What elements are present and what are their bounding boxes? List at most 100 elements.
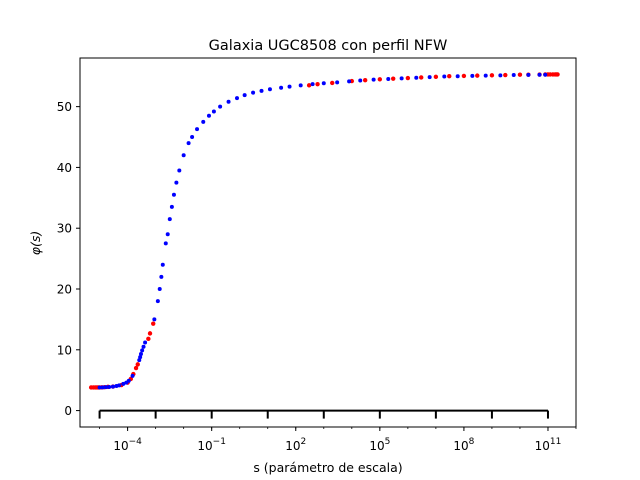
data-point — [455, 74, 460, 79]
data-point — [126, 378, 131, 383]
data-point — [138, 355, 143, 360]
data-point — [211, 109, 216, 114]
y-tick-label: 20 — [57, 283, 72, 297]
data-point — [137, 358, 142, 363]
data-point — [143, 340, 148, 345]
data-point — [157, 287, 162, 292]
data-point — [117, 383, 122, 388]
series-2 — [97, 72, 548, 390]
data-point — [503, 72, 508, 78]
data-point — [163, 241, 168, 246]
data-point — [419, 75, 424, 80]
data-point — [140, 348, 145, 353]
chart-title: Galaxia UGC8508 con perfil NFW — [209, 38, 448, 54]
x-tick-label: 1011 — [535, 437, 562, 453]
data-point — [169, 204, 174, 209]
x-tick-label: 108 — [453, 437, 474, 453]
data-point — [251, 90, 256, 95]
y-tick-label: 40 — [57, 161, 72, 175]
data-point — [206, 113, 211, 118]
data-point — [171, 192, 176, 197]
data-point — [511, 73, 516, 78]
y-tick-label: 0 — [64, 404, 72, 418]
x-axis: 10−4 10−1 102 105 108 1011 — [99, 427, 577, 453]
data-point — [234, 96, 239, 101]
plot-area — [88, 72, 560, 419]
data-point — [358, 78, 363, 83]
data-point — [347, 79, 352, 84]
data-point — [526, 72, 531, 77]
data-point — [97, 385, 102, 390]
data-point — [190, 135, 195, 140]
data-point — [391, 76, 396, 81]
data-point — [174, 180, 179, 185]
data-point — [433, 74, 439, 80]
data-point — [310, 82, 315, 87]
data-point — [335, 80, 340, 85]
data-point — [152, 317, 157, 322]
data-point — [133, 365, 139, 371]
y-axis: 0 10 20 30 40 50 — [57, 100, 80, 418]
data-point — [167, 217, 172, 222]
data-point — [201, 119, 206, 124]
y-tick-label: 50 — [57, 100, 72, 114]
data-point — [259, 88, 264, 93]
data-point — [555, 72, 560, 77]
data-point — [177, 168, 182, 173]
data-point — [386, 76, 391, 81]
data-point — [461, 73, 467, 79]
data-point — [130, 373, 135, 378]
data-point — [287, 84, 292, 89]
data-point — [181, 153, 186, 158]
data-point — [151, 321, 156, 326]
data-point — [470, 73, 475, 78]
x-axis-label: s (parámetro de escala) — [253, 460, 402, 475]
data-point — [138, 352, 143, 357]
data-point — [195, 127, 200, 132]
data-point — [414, 75, 419, 80]
y-tick-label: 30 — [57, 222, 72, 236]
y-axis-label: φ(s) — [28, 231, 43, 256]
data-point — [218, 104, 223, 109]
data-point — [226, 99, 231, 104]
data-point — [315, 81, 320, 87]
data-point — [442, 74, 447, 79]
y-tick-label: 10 — [57, 343, 72, 357]
data-point — [147, 331, 153, 336]
x-tick-label: 10−1 — [197, 437, 226, 453]
data-point — [159, 274, 164, 279]
data-point — [447, 74, 452, 79]
data-point — [279, 85, 284, 90]
data-point — [267, 87, 272, 92]
x-tick-label: 105 — [369, 437, 390, 453]
x-tick-label: 10−4 — [113, 437, 142, 453]
data-point — [160, 262, 165, 267]
data-point — [135, 362, 140, 367]
data-point — [371, 77, 376, 82]
data-point — [330, 80, 335, 86]
data-point — [146, 336, 151, 342]
data-point — [321, 81, 326, 86]
data-point — [498, 73, 503, 78]
data-point — [298, 83, 303, 88]
data-point — [475, 73, 480, 78]
data-point — [107, 384, 112, 389]
data-point — [405, 75, 411, 81]
data-point — [186, 141, 191, 146]
data-point — [104, 385, 109, 390]
data-point — [427, 75, 432, 80]
data-point — [121, 381, 126, 386]
axes-frame — [79, 57, 577, 428]
data-point — [306, 83, 312, 88]
data-point — [483, 73, 488, 78]
data-point — [100, 385, 105, 390]
data-point — [543, 72, 548, 77]
data-point — [489, 73, 495, 78]
data-point — [362, 77, 368, 83]
data-point — [155, 299, 160, 304]
data-point — [242, 93, 247, 98]
data-point — [517, 72, 523, 77]
data-point — [165, 232, 170, 237]
